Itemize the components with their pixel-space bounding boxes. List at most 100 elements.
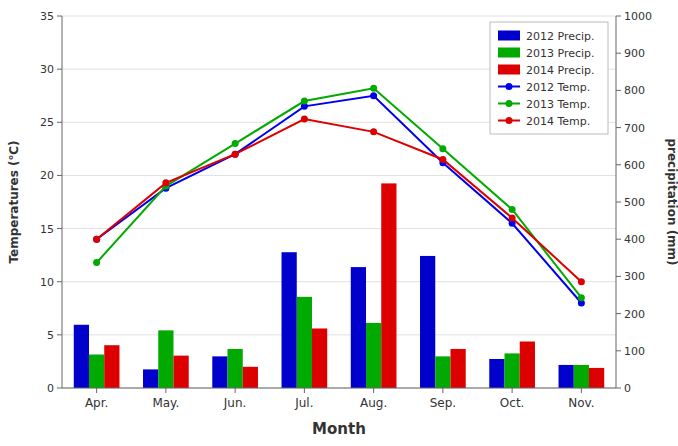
x-tick-label: Aug. (360, 396, 387, 410)
bar (574, 365, 589, 388)
y2-tick-label: 500 (624, 196, 645, 209)
legend-swatch (498, 31, 520, 41)
y-tick-label: 35 (40, 10, 54, 23)
x-tick-label: May. (152, 396, 179, 410)
y-tick (57, 281, 62, 282)
grid-line (62, 16, 616, 17)
bar (74, 325, 89, 388)
y-tick (57, 122, 62, 123)
bar (559, 365, 574, 388)
bar (158, 330, 173, 388)
y-tick-label: 20 (40, 169, 54, 182)
legend-label: 2013 Precip. (526, 47, 595, 60)
bar (381, 183, 396, 388)
y-tick-label: 10 (40, 276, 54, 289)
y2-tick-label: 300 (624, 270, 645, 283)
legend-label: 2014 Temp. (526, 115, 590, 128)
x-tick (442, 388, 443, 393)
y2-tick (616, 388, 621, 389)
bar (366, 323, 381, 388)
y2-axis-label: precipitation (mm) (665, 138, 678, 265)
y2-axis (616, 16, 617, 388)
bar (312, 328, 327, 388)
bar (505, 353, 520, 388)
bar (297, 297, 312, 388)
bar (243, 367, 258, 388)
y2-tick-label: 700 (624, 122, 645, 135)
x-tick (96, 388, 97, 393)
y2-tick (616, 90, 621, 91)
line (97, 88, 582, 297)
marker (370, 128, 377, 135)
y2-tick (616, 53, 621, 54)
y2-tick (616, 313, 621, 314)
marker (232, 151, 239, 158)
bar (520, 342, 535, 389)
bar (435, 356, 450, 388)
y2-tick-label: 100 (624, 345, 645, 358)
y2-tick (616, 350, 621, 351)
legend-label: 2014 Precip. (526, 64, 595, 77)
marker (301, 116, 308, 123)
bar (489, 359, 504, 388)
marker (370, 85, 377, 92)
bar (104, 345, 119, 388)
y-tick-label: 0 (47, 382, 54, 395)
x-tick (512, 388, 513, 393)
marker (509, 214, 516, 221)
legend-marker (506, 100, 513, 107)
x-tick-label: Jul. (294, 396, 313, 410)
bar (212, 356, 227, 388)
legend-box (490, 22, 608, 134)
bar (282, 252, 297, 388)
marker (578, 294, 585, 301)
y-tick-label: 30 (40, 63, 54, 76)
marker (578, 278, 585, 285)
legend-swatch (498, 65, 520, 75)
bar (450, 349, 465, 388)
chart: 0510152025303501002003004005006007008009… (0, 0, 678, 446)
marker (509, 206, 516, 213)
x-tick-label: Apr. (85, 396, 108, 410)
y-tick (57, 69, 62, 70)
bar (228, 349, 243, 388)
y-tick (57, 16, 62, 17)
legend: 2012 Precip.2013 Precip.2014 Precip.2012… (490, 22, 608, 134)
marker (93, 236, 100, 243)
x-tick (373, 388, 374, 393)
grid-line (62, 281, 616, 282)
y-tick (57, 175, 62, 176)
marker (93, 236, 100, 243)
marker (232, 151, 239, 158)
legend-label: 2012 Temp. (526, 81, 590, 94)
marker (301, 98, 308, 105)
legend-label: 2013 Temp. (526, 98, 590, 111)
y-tick (57, 228, 62, 229)
legend-marker (506, 83, 513, 90)
y-tick (57, 334, 62, 335)
legend-swatch (498, 48, 520, 58)
marker (439, 145, 446, 152)
bar (89, 355, 104, 388)
y-tick-label: 15 (40, 223, 54, 236)
marker (232, 140, 239, 147)
x-tick (304, 388, 305, 393)
x-tick-label: Jun. (223, 396, 247, 410)
bar (143, 369, 158, 388)
y2-tick (616, 276, 621, 277)
bar (589, 368, 604, 388)
y2-tick (616, 127, 621, 128)
page: {"chart_data": { "type": "bar", "xlabel"… (0, 0, 678, 446)
y2-tick-label: 200 (624, 308, 645, 321)
grid-line (62, 175, 616, 176)
x-tick (581, 388, 582, 393)
legend-marker (506, 117, 513, 124)
x-tick-label: Oct. (500, 396, 525, 410)
y-tick-label: 5 (47, 329, 54, 342)
y-tick-label: 25 (40, 116, 54, 129)
x-tick-label: Nov. (568, 396, 594, 410)
bar (420, 256, 435, 388)
grid-line (62, 334, 616, 335)
x-axis (62, 388, 616, 389)
x-axis-label: Month (312, 420, 366, 438)
